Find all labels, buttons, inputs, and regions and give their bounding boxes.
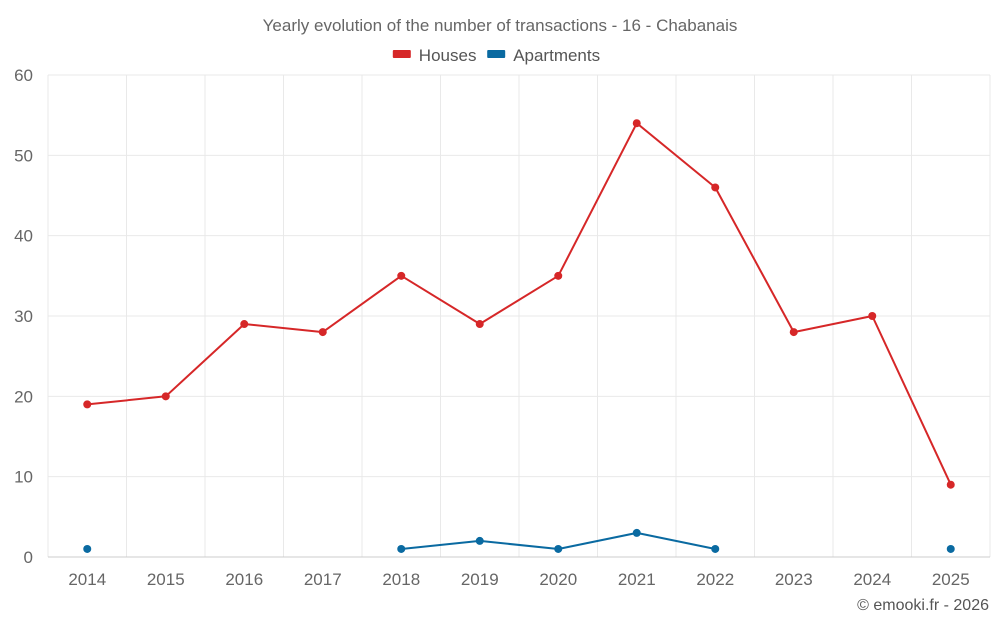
x-tick-label-2014: 2014 — [68, 570, 106, 589]
point-houses-2019[interactable] — [475, 320, 484, 329]
legend-item-houses[interactable]: Houses — [392, 46, 477, 65]
y-tick-label-30: 30 — [14, 307, 33, 326]
point-houses-2021[interactable] — [632, 119, 641, 128]
point-houses-2023[interactable] — [789, 328, 798, 337]
y-axis-ticks: 0 10 20 30 40 50 60 — [14, 66, 33, 567]
credit-text: © emooki.fr - 2026 — [857, 597, 989, 614]
point-apartments-2014[interactable] — [83, 544, 92, 553]
point-houses-2024[interactable] — [868, 312, 877, 320]
y-tick-label-60: 60 — [14, 66, 33, 85]
x-tick-label-2016: 2016 — [225, 570, 263, 589]
legend-swatch-apartments — [487, 50, 506, 58]
point-apartments-2020[interactable] — [554, 544, 563, 553]
x-tick-label-2024: 2024 — [853, 570, 891, 589]
legend-swatch-houses — [392, 50, 411, 58]
chart-title: Yearly evolution of the number of transa… — [263, 16, 738, 35]
point-houses-2020[interactable] — [554, 271, 563, 280]
point-houses-2014[interactable] — [83, 400, 92, 409]
point-apartments-2022[interactable] — [711, 544, 720, 553]
x-tick-label-2022: 2022 — [696, 570, 734, 589]
legend-item-apartments[interactable]: Apartments — [487, 46, 600, 65]
point-apartments-2021[interactable] — [632, 528, 641, 537]
grid — [47, 74, 991, 558]
y-tick-label-40: 40 — [14, 227, 33, 246]
x-axis-ticks: 2014 2015 2016 2017 2018 2019 2020 2021 2022 2023… — [68, 570, 969, 589]
x-tick-label-2019: 2019 — [461, 570, 499, 589]
x-tick-label-2015: 2015 — [147, 570, 185, 589]
legend: Houses Apartments — [392, 46, 600, 65]
y-tick-label-0: 0 — [24, 548, 33, 567]
point-houses-2022[interactable] — [711, 183, 720, 192]
series-apartments — [83, 528, 955, 553]
series-houses — [83, 119, 955, 489]
point-houses-2017[interactable] — [318, 328, 327, 337]
series-line-houses — [87, 122, 952, 486]
x-tick-label-2023: 2023 — [775, 570, 813, 589]
x-tick-label-2025: 2025 — [932, 570, 970, 589]
point-houses-2018[interactable] — [397, 271, 406, 280]
point-houses-2015[interactable] — [161, 392, 170, 401]
x-tick-label-2018: 2018 — [382, 570, 420, 589]
legend-label-houses: Houses — [419, 46, 477, 65]
y-tick-label-50: 50 — [14, 146, 33, 165]
point-apartments-2018[interactable] — [397, 544, 406, 553]
point-houses-2016[interactable] — [240, 320, 249, 329]
legend-label-apartments: Apartments — [513, 46, 600, 65]
y-tick-label-10: 10 — [14, 468, 33, 487]
point-houses-2025[interactable] — [946, 480, 955, 489]
x-tick-label-2020: 2020 — [539, 570, 577, 589]
point-apartments-2019[interactable] — [475, 536, 484, 545]
x-tick-label-2017: 2017 — [304, 570, 342, 589]
series-layer — [83, 119, 955, 553]
point-apartments-2025[interactable] — [946, 544, 955, 553]
y-tick-label-20: 20 — [14, 387, 33, 406]
x-tick-label-2021: 2021 — [618, 570, 656, 589]
